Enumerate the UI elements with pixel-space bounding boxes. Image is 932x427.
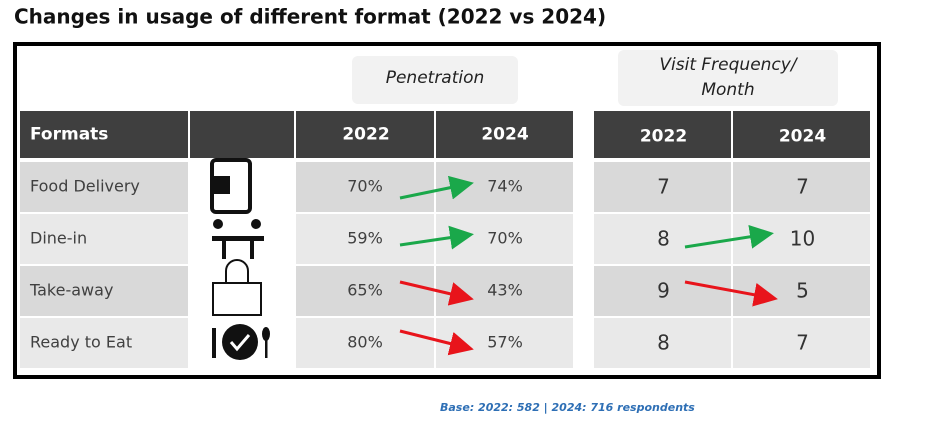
- format-name: Ready to Eat: [30, 333, 132, 352]
- value-2022: 70%: [347, 177, 383, 196]
- row-cell: [594, 266, 731, 316]
- value-2022: 80%: [347, 333, 383, 352]
- header-text: 2022: [640, 127, 687, 147]
- row-cell: [20, 214, 188, 264]
- icon-spoon: [265, 338, 268, 358]
- icon-check: [229, 334, 251, 352]
- icon-table: [250, 241, 254, 259]
- value-2022: 65%: [347, 281, 383, 300]
- row-cell: [20, 162, 188, 212]
- row-cell: [733, 318, 870, 368]
- visit-value: 9: [657, 279, 670, 303]
- icon-diner: [251, 219, 261, 229]
- row-cell: [594, 162, 731, 212]
- format-name: Dine-in: [30, 229, 87, 248]
- format-name: Take-away: [29, 281, 113, 300]
- icons: [205, 158, 275, 366]
- row-cell: [733, 162, 870, 212]
- visit-value: 5: [796, 279, 809, 303]
- row-cell: [296, 162, 434, 212]
- header-cell: [20, 111, 188, 158]
- group-heading: Month: [701, 80, 754, 100]
- arrows: [399, 175, 778, 356]
- value-2024: 74%: [487, 177, 523, 196]
- row-cell: [594, 214, 731, 264]
- arrow-up: [684, 224, 774, 249]
- group-heading: Penetration: [386, 68, 485, 88]
- icon-diner: [213, 219, 223, 229]
- title: Changes in usage of different format (20…: [14, 5, 606, 29]
- value-2024: 43%: [487, 281, 523, 300]
- icon-phone: [210, 176, 230, 194]
- tables: Formats 2022 2024 Food Delivery 70% 74% Dine-i…: [20, 111, 870, 368]
- format-name: Food Delivery: [30, 177, 140, 196]
- arrow-down: [684, 280, 778, 307]
- header-cell: [594, 111, 731, 158]
- header-cell: [733, 111, 870, 158]
- visit-value: 7: [796, 175, 809, 199]
- header-text: 2022: [342, 125, 389, 145]
- value-2022: 59%: [347, 229, 383, 248]
- row-cell: [20, 318, 188, 368]
- heading-box: [618, 50, 838, 106]
- arrow-up: [399, 225, 474, 250]
- visit-value: 7: [796, 331, 809, 355]
- arrow-down: [399, 280, 474, 306]
- footnote: Base: 2022: 582 | 2024: 716 respondents: [440, 401, 695, 414]
- header-cell: [436, 111, 573, 158]
- row-cell: [296, 214, 434, 264]
- heading-box: [352, 56, 518, 104]
- header-text: 2024: [779, 127, 826, 147]
- arrow-up: [399, 175, 474, 200]
- header-cell: [190, 111, 294, 158]
- visit-value: 8: [657, 227, 670, 251]
- value-2024: 70%: [487, 229, 523, 248]
- visit-value: 10: [790, 227, 815, 251]
- row-cell: [20, 266, 188, 316]
- arrow-down: [399, 329, 474, 356]
- row-cell: [296, 266, 434, 316]
- icon-fork: [212, 328, 216, 358]
- visit-value: 7: [657, 175, 670, 199]
- header-text: Formats: [30, 125, 108, 145]
- group-heading: Visit Frequency/: [659, 55, 798, 75]
- icon-plate: [222, 324, 258, 360]
- header-text: 2024: [481, 125, 528, 145]
- value-2024: 57%: [487, 333, 523, 352]
- row-cell: [594, 318, 731, 368]
- icon-table: [212, 236, 264, 241]
- visit-value: 8: [657, 331, 670, 355]
- row-cell: [296, 318, 434, 368]
- icon-bag: [212, 282, 262, 316]
- icon-bag: [225, 259, 249, 283]
- header-cell: [296, 111, 434, 158]
- icon-spoon: [262, 327, 270, 341]
- icon-table: [222, 241, 226, 259]
